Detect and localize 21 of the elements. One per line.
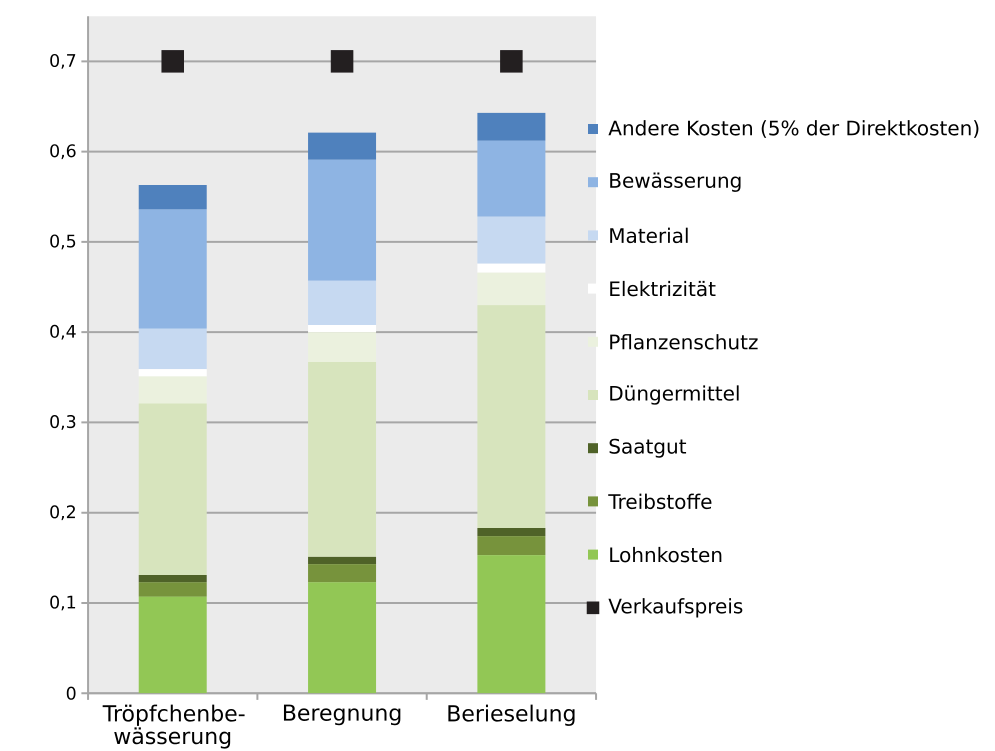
legend-label: Lohnkosten — [610, 546, 722, 562]
legend-label: Andere Kosten (5% der Direktkosten) — [608, 120, 978, 138]
y-tick-label: 0,3 — [50, 415, 76, 430]
x-tick-label: Tröpfchenbe-wässerung — [102, 704, 245, 749]
y-tick-label: 0,5 — [50, 234, 76, 250]
y-tick-label: 0,6 — [50, 144, 76, 160]
legend-label: Treibstoffe — [608, 494, 712, 510]
x-tick-label: Berieselung — [448, 704, 575, 726]
y-tick-label: 0,4 — [50, 324, 76, 340]
y-tick-label: 0,2 — [50, 505, 75, 520]
legend-label: Verkaufspreis — [608, 598, 742, 618]
legend-label: Pflanzenschutz — [610, 334, 758, 350]
legend-label: Saatgut — [610, 438, 686, 458]
legend-label: Düngermittel — [610, 385, 739, 405]
y-tick-label: 0,1 — [50, 596, 76, 610]
y-tick-label: 0 — [66, 686, 76, 700]
legend-label: Material — [610, 228, 688, 244]
x-tick-label: Beregnung — [284, 704, 400, 726]
y-tick-label: 0,7 — [50, 54, 76, 69]
legend-label: Bewässerung — [610, 172, 741, 192]
legend-label: Elektrizität — [610, 280, 716, 296]
